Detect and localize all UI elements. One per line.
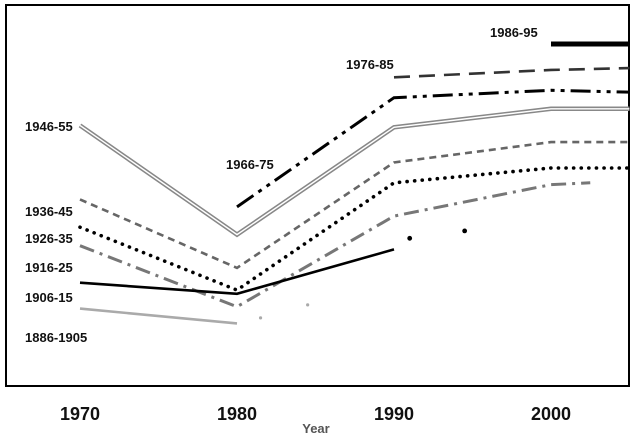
series-extension-dot (462, 228, 468, 234)
series-label: 1986-95 (490, 25, 538, 40)
series-label: 1886-1905 (25, 330, 87, 345)
x-tick-label: 1990 (374, 404, 414, 424)
series-label: 1946-55 (25, 119, 73, 134)
series-extension-dot (407, 235, 413, 241)
x-tick-label: 1970 (60, 404, 100, 424)
series-line (79, 181, 591, 309)
series-line-inner (79, 108, 630, 236)
x-axis-label: Year (302, 421, 329, 436)
series-1916-25 (79, 181, 591, 309)
series-label: 1966-75 (226, 157, 274, 172)
series-1926-35 (78, 166, 631, 293)
series-labels: 1986-95 1976-85 1966-75 1946-55 1936-45 1926-… (25, 25, 538, 345)
series-line (78, 166, 631, 293)
series-line (79, 248, 395, 296)
x-tick-label: 1980 (217, 404, 257, 424)
series-1936-45 (79, 140, 630, 270)
series-1886-1905 (79, 303, 310, 325)
series-line (393, 66, 630, 79)
series-line (236, 88, 630, 209)
series-extension-dot (258, 316, 263, 320)
x-tick-label: 2000 (531, 404, 571, 424)
x-axis: 1970 1980 1990 2000 (60, 404, 571, 424)
series-1966-75 (236, 88, 630, 209)
series-1906-15 (79, 228, 468, 296)
series-1946-55 (78, 106, 630, 238)
series-1976-85 (393, 66, 630, 79)
series-layer (78, 41, 631, 325)
series-label: 1976-85 (346, 57, 394, 72)
series-line (79, 307, 238, 325)
plot-frame (5, 4, 630, 387)
series-extension-dot (306, 303, 310, 307)
series-line (79, 140, 630, 270)
series-label: 1906-15 (25, 290, 73, 305)
series-label: 1936-45 (25, 204, 73, 219)
series-label: 1926-35 (25, 231, 73, 246)
series-label: 1916-25 (25, 260, 73, 275)
